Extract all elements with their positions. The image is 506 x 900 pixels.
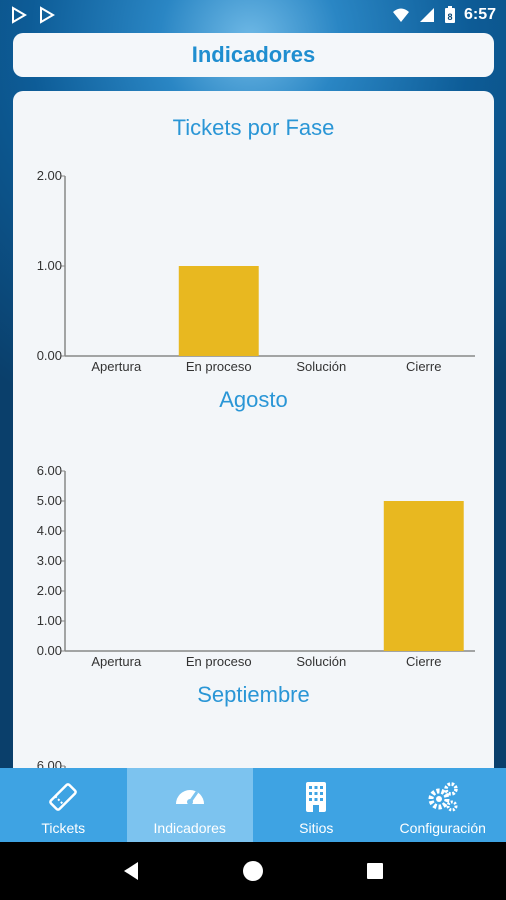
page-title: Indicadores <box>191 42 316 67</box>
signal-icon <box>419 8 434 22</box>
x-tick-label: Solución <box>296 654 346 669</box>
x-tick-label: En proceso <box>186 359 252 374</box>
nav-item-label: Configuración <box>399 820 486 836</box>
gears-icon <box>428 782 458 812</box>
y-tick-label: 2.00 <box>37 583 62 598</box>
wifi-icon <box>392 8 409 22</box>
content-card[interactable]: Tickets por Fase 0.00 1.00 2.00 Apertura En … <box>13 91 494 791</box>
bar-chart-agosto: 0.00 1.00 2.00 3.00 4.00 5.00 6.00 Apertura En p… <box>37 463 475 669</box>
system-nav-bar <box>0 842 506 900</box>
bar <box>178 266 259 356</box>
y-tick-label: 6.00 <box>37 463 62 478</box>
ticket-icon <box>49 783 78 811</box>
nav-item-indicadores[interactable]: Indicadores <box>126 768 253 842</box>
x-tick-label: En proceso <box>186 654 252 669</box>
nav-item-label: Sitios <box>299 820 334 836</box>
nav-item-label: Tickets <box>41 820 86 836</box>
x-tick-label: Cierre <box>406 359 441 374</box>
x-tick-label: Cierre <box>406 654 441 669</box>
y-tick-label: 0.00 <box>37 643 62 658</box>
nav-item-label: Indicadores <box>153 820 226 836</box>
battery-icon: 8 <box>444 6 455 23</box>
gauge-icon <box>175 790 204 805</box>
play-store-icon <box>40 6 55 24</box>
home-icon <box>243 861 263 881</box>
nav-item-configuracion[interactable]: Configuración <box>380 768 506 842</box>
back-button[interactable] <box>116 856 146 886</box>
nav-item-sitios[interactable]: Sitios <box>253 768 380 842</box>
x-tick-label: Solución <box>296 359 346 374</box>
status-bar: 8 6:57 <box>0 0 506 30</box>
battery-level: 8 <box>447 12 452 22</box>
home-button[interactable] <box>238 856 268 886</box>
nav-item-tickets[interactable]: Tickets <box>0 768 127 842</box>
recents-icon <box>367 863 383 879</box>
header-card: Indicadores <box>13 33 494 77</box>
y-tick-label: 4.00 <box>37 523 62 538</box>
chart-title: Tickets por Fase <box>172 115 335 140</box>
play-store-icon <box>12 6 27 24</box>
chart-title: Agosto <box>219 387 288 412</box>
chart-title: Septiembre <box>197 682 310 707</box>
y-tick-label: 1.00 <box>37 613 62 628</box>
recents-button[interactable] <box>360 856 390 886</box>
bottom-nav: Tickets Indicadores Sitios Configu <box>0 768 506 842</box>
y-tick-label: 3.00 <box>37 553 62 568</box>
status-time: 6:57 <box>463 6 496 23</box>
bar <box>383 501 464 651</box>
back-icon <box>124 862 138 880</box>
x-tick-label: Apertura <box>91 654 142 669</box>
y-tick-label: 5.00 <box>37 493 62 508</box>
x-tick-label: Apertura <box>91 359 142 374</box>
y-tick-label: 0.00 <box>37 348 62 363</box>
bar-chart-tickets-por-fase: 0.00 1.00 2.00 Apertura En proceso Solución Ci… <box>37 168 475 374</box>
y-tick-label: 2.00 <box>37 168 62 183</box>
y-tick-label: 1.00 <box>37 258 62 273</box>
building-icon <box>306 782 327 812</box>
